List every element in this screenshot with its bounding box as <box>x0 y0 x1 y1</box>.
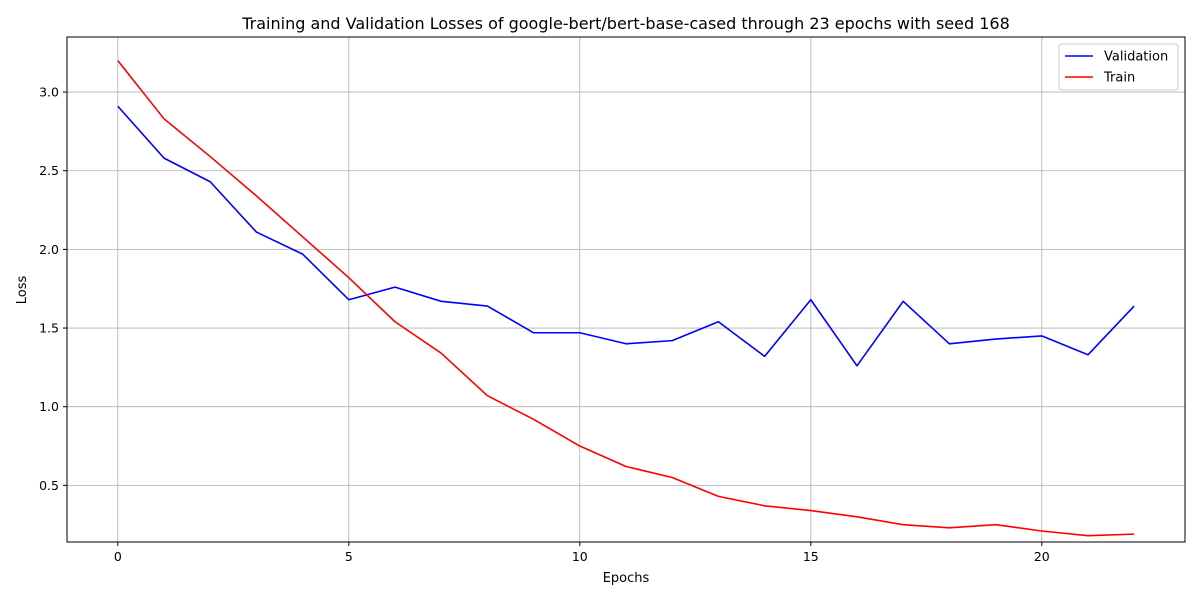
x-axis-label: Epochs <box>603 571 650 586</box>
y-tick-label: 1.0 <box>39 399 59 414</box>
y-tick-label: 1.5 <box>39 321 59 336</box>
x-tick-label: 20 <box>1034 549 1050 564</box>
y-tick-label: 2.5 <box>39 163 59 178</box>
plot-frame <box>66 36 1186 543</box>
legend: Validation Train <box>1058 43 1179 91</box>
train-line <box>117 60 1135 537</box>
y-tick-label: 0.5 <box>39 478 59 493</box>
series-lines <box>117 60 1135 537</box>
axis-ticks: 0 5 10 15 20 0.5 1.0 1.5 2.0 2.5 3.0 <box>39 85 1050 564</box>
y-tick-label: 3.0 <box>39 85 59 100</box>
legend-label: Validation <box>1104 50 1168 65</box>
y-axis-label: Loss <box>15 276 30 305</box>
grid-lines <box>67 37 1185 542</box>
x-tick-label: 15 <box>803 549 819 564</box>
legend-label: Train <box>1103 71 1135 86</box>
chart-title: Training and Validation Losses of google… <box>241 14 1010 33</box>
x-tick-label: 0 <box>114 549 122 564</box>
validation-line <box>117 105 1135 367</box>
x-tick-label: 10 <box>572 549 588 564</box>
x-tick-label: 5 <box>345 549 353 564</box>
y-tick-label: 2.0 <box>39 242 59 257</box>
